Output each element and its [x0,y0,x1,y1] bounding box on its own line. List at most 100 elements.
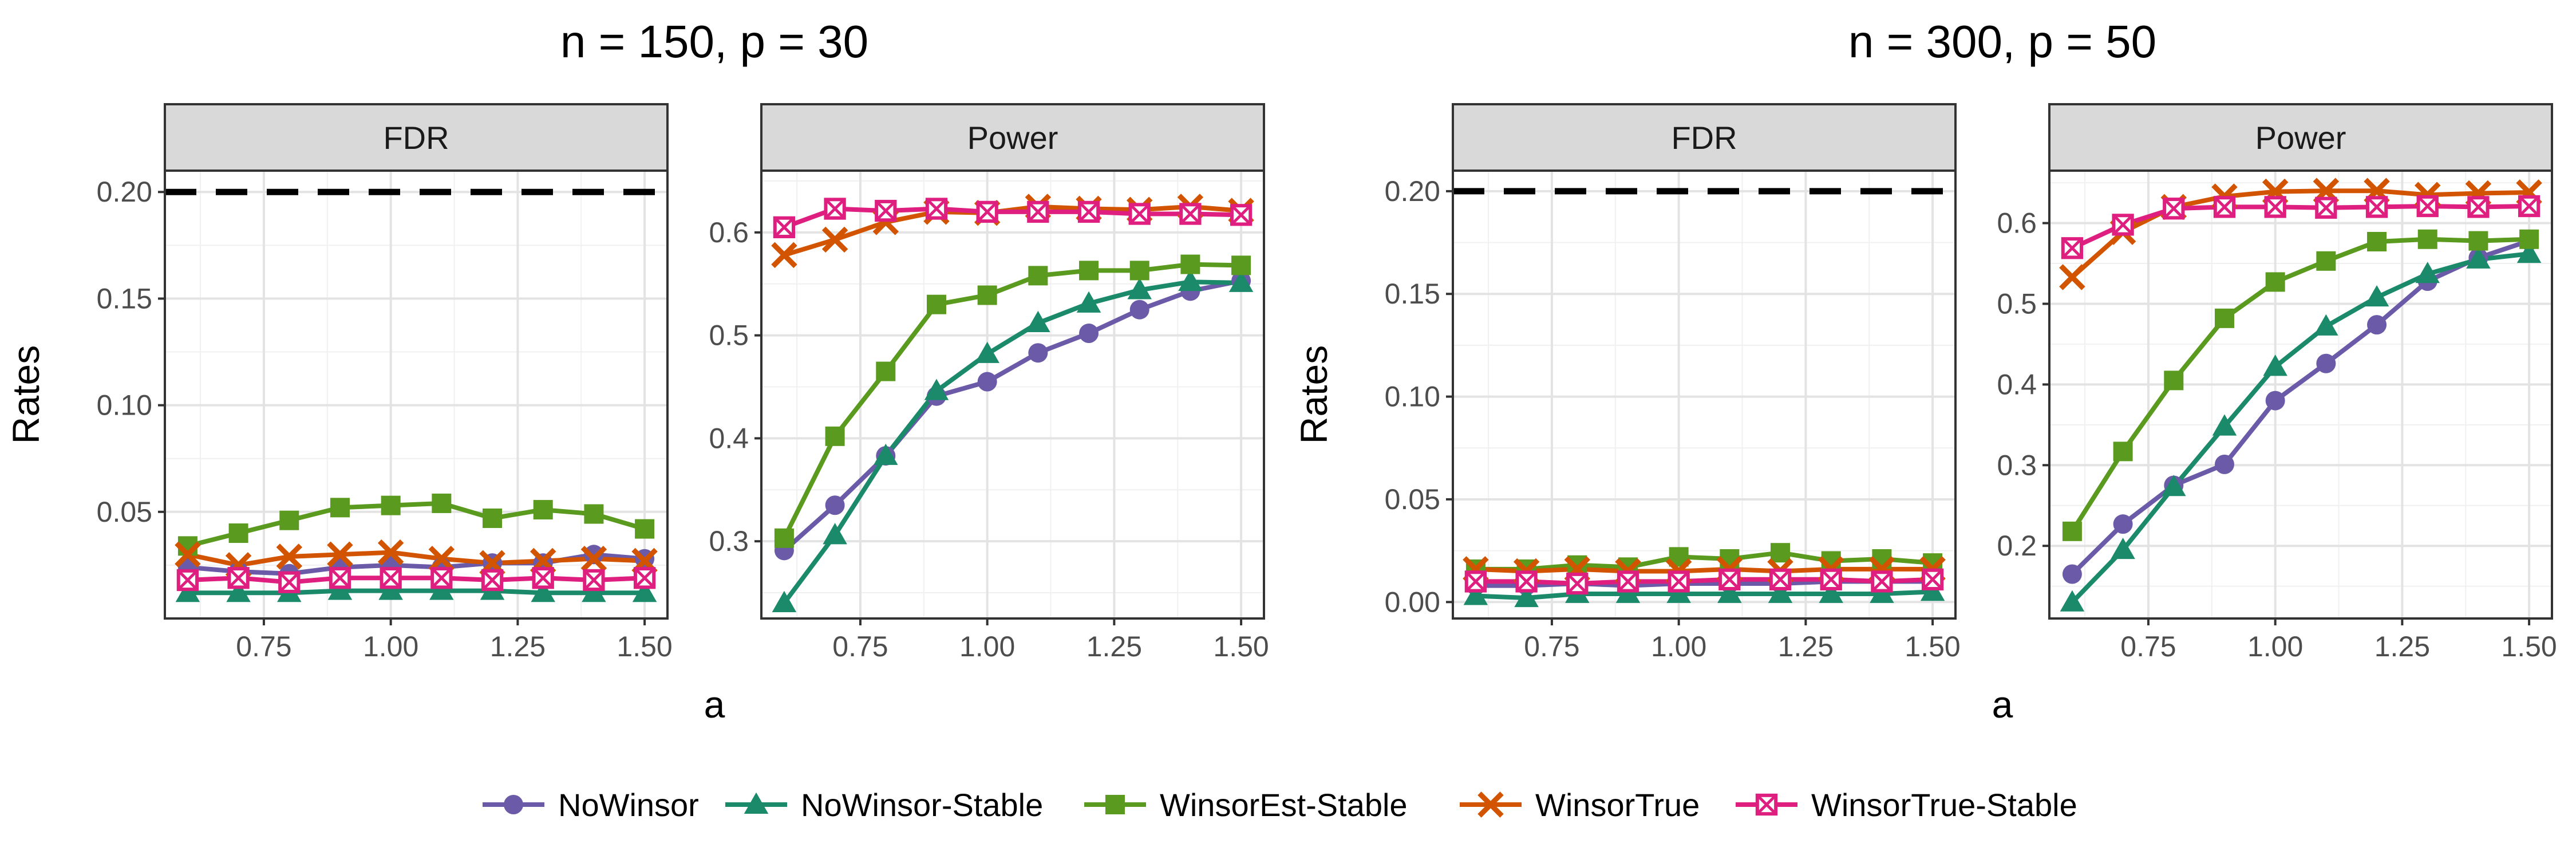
series-points-nowinsor-stable [2060,241,2542,612]
data-point [771,242,797,269]
y-tick-label: 0.6 [709,216,749,249]
legend-key-marker [504,795,523,814]
data-point [1180,254,1200,274]
data-point [2062,521,2082,541]
x-tick-label: 0.75 [1524,631,1579,663]
data-point [2466,247,2491,269]
series-line-winsortrue [1475,566,1933,574]
x-axis-label: a [704,683,725,726]
data-point [2214,308,2234,328]
data-point [633,567,656,589]
series-points-winsortrue-stable [1464,568,1944,595]
data-point [2214,454,2234,474]
data-point [584,504,604,524]
y-tick-label: 0.2 [1997,530,2037,562]
facet-strip-label: FDR [1671,120,1737,156]
data-point [2365,196,2388,218]
facet-strip [164,103,669,172]
data-point [632,581,657,602]
facet-strip [1452,103,1957,172]
data-point [925,198,948,220]
data-point [582,581,606,602]
data-point [1463,584,1488,605]
data-point [2316,353,2336,373]
legend-label: NoWinsor [558,787,699,823]
data-point [975,341,999,363]
data-point [2060,590,2085,612]
data-point [2263,354,2287,376]
legend-key-marker [1755,793,1778,816]
data-point [1026,310,1050,332]
y-tick-label: 0.20 [1385,175,1440,207]
gridlines [165,171,667,618]
plot-area [2049,171,2552,618]
legend-key-marker [744,792,769,814]
data-point [1076,291,1101,313]
data-point [228,523,248,543]
panel-border [2048,170,2553,620]
data-point [1871,570,1893,593]
series-points-winsortrue-stable [2061,195,2541,259]
x-tick-label: 1.50 [617,631,672,663]
data-point [977,372,997,392]
series-line-winsorest-stable [1475,550,1933,572]
legend-item: NoWinsor [483,787,699,823]
data-point [2111,537,2135,559]
data-point [1820,568,1842,590]
series-line-nowinsor-stable [782,279,1242,605]
data-point [1179,203,1202,225]
data-point [821,226,848,253]
data-point [875,199,897,222]
facet-strip-label: Power [2255,120,2346,156]
series-line-nowinsor-stable [187,588,645,596]
data-point [2164,371,2184,391]
series-points-nowinsor-stable [772,269,1254,612]
data-point [1515,570,1538,593]
x-tick-label: 1.00 [959,631,1015,663]
y-tick-label: 0.5 [1997,287,2037,320]
data-point [1028,343,1048,363]
series-line-winsortrue-stable [2071,204,2530,250]
x-tick-label: 1.25 [490,631,546,663]
data-point [532,567,554,589]
data-point [1129,261,1149,281]
legend-key-marker [1105,795,1125,814]
data-point [175,581,200,602]
data-point [279,510,299,530]
y-axis-label: Rates [5,345,47,444]
data-point [278,571,301,593]
data-point [2112,214,2134,236]
data-point [1028,266,1048,286]
data-point [329,567,351,589]
y-tick-label: 0.10 [1385,381,1440,413]
data-point [1668,570,1690,593]
data-point [377,539,404,566]
data-point [1717,581,1742,603]
data-point [1617,570,1639,593]
data-point [2367,231,2387,251]
data-point [2364,285,2389,307]
data-point [1178,269,1203,291]
data-point [1077,200,1100,223]
data-point [330,498,350,518]
legend-item: WinsorEst-Stable [1084,787,1408,823]
panel-border [760,170,1265,620]
data-point [227,567,250,589]
panel-border [1452,170,1957,620]
data-point [1921,568,1944,590]
data-point [1231,255,1251,275]
data-point [327,578,353,600]
series-line-winsortrue-stable [1475,577,1933,586]
data-point [327,541,353,568]
data-point [1819,581,1843,603]
data-point [2315,196,2337,219]
legend: NoWinsor NoWinsor-Stable WinsorEst-Stable W… [483,787,2077,823]
y-tick-label: 0.3 [1997,449,2037,481]
series-line-nowinsor-stable [2071,251,2530,604]
x-tick-label: 1.00 [1651,631,1706,663]
data-point [2162,475,2186,497]
x-tick-label: 0.75 [2120,631,2176,663]
data-point [1128,203,1151,225]
y-tick-label: 0.4 [709,422,749,454]
